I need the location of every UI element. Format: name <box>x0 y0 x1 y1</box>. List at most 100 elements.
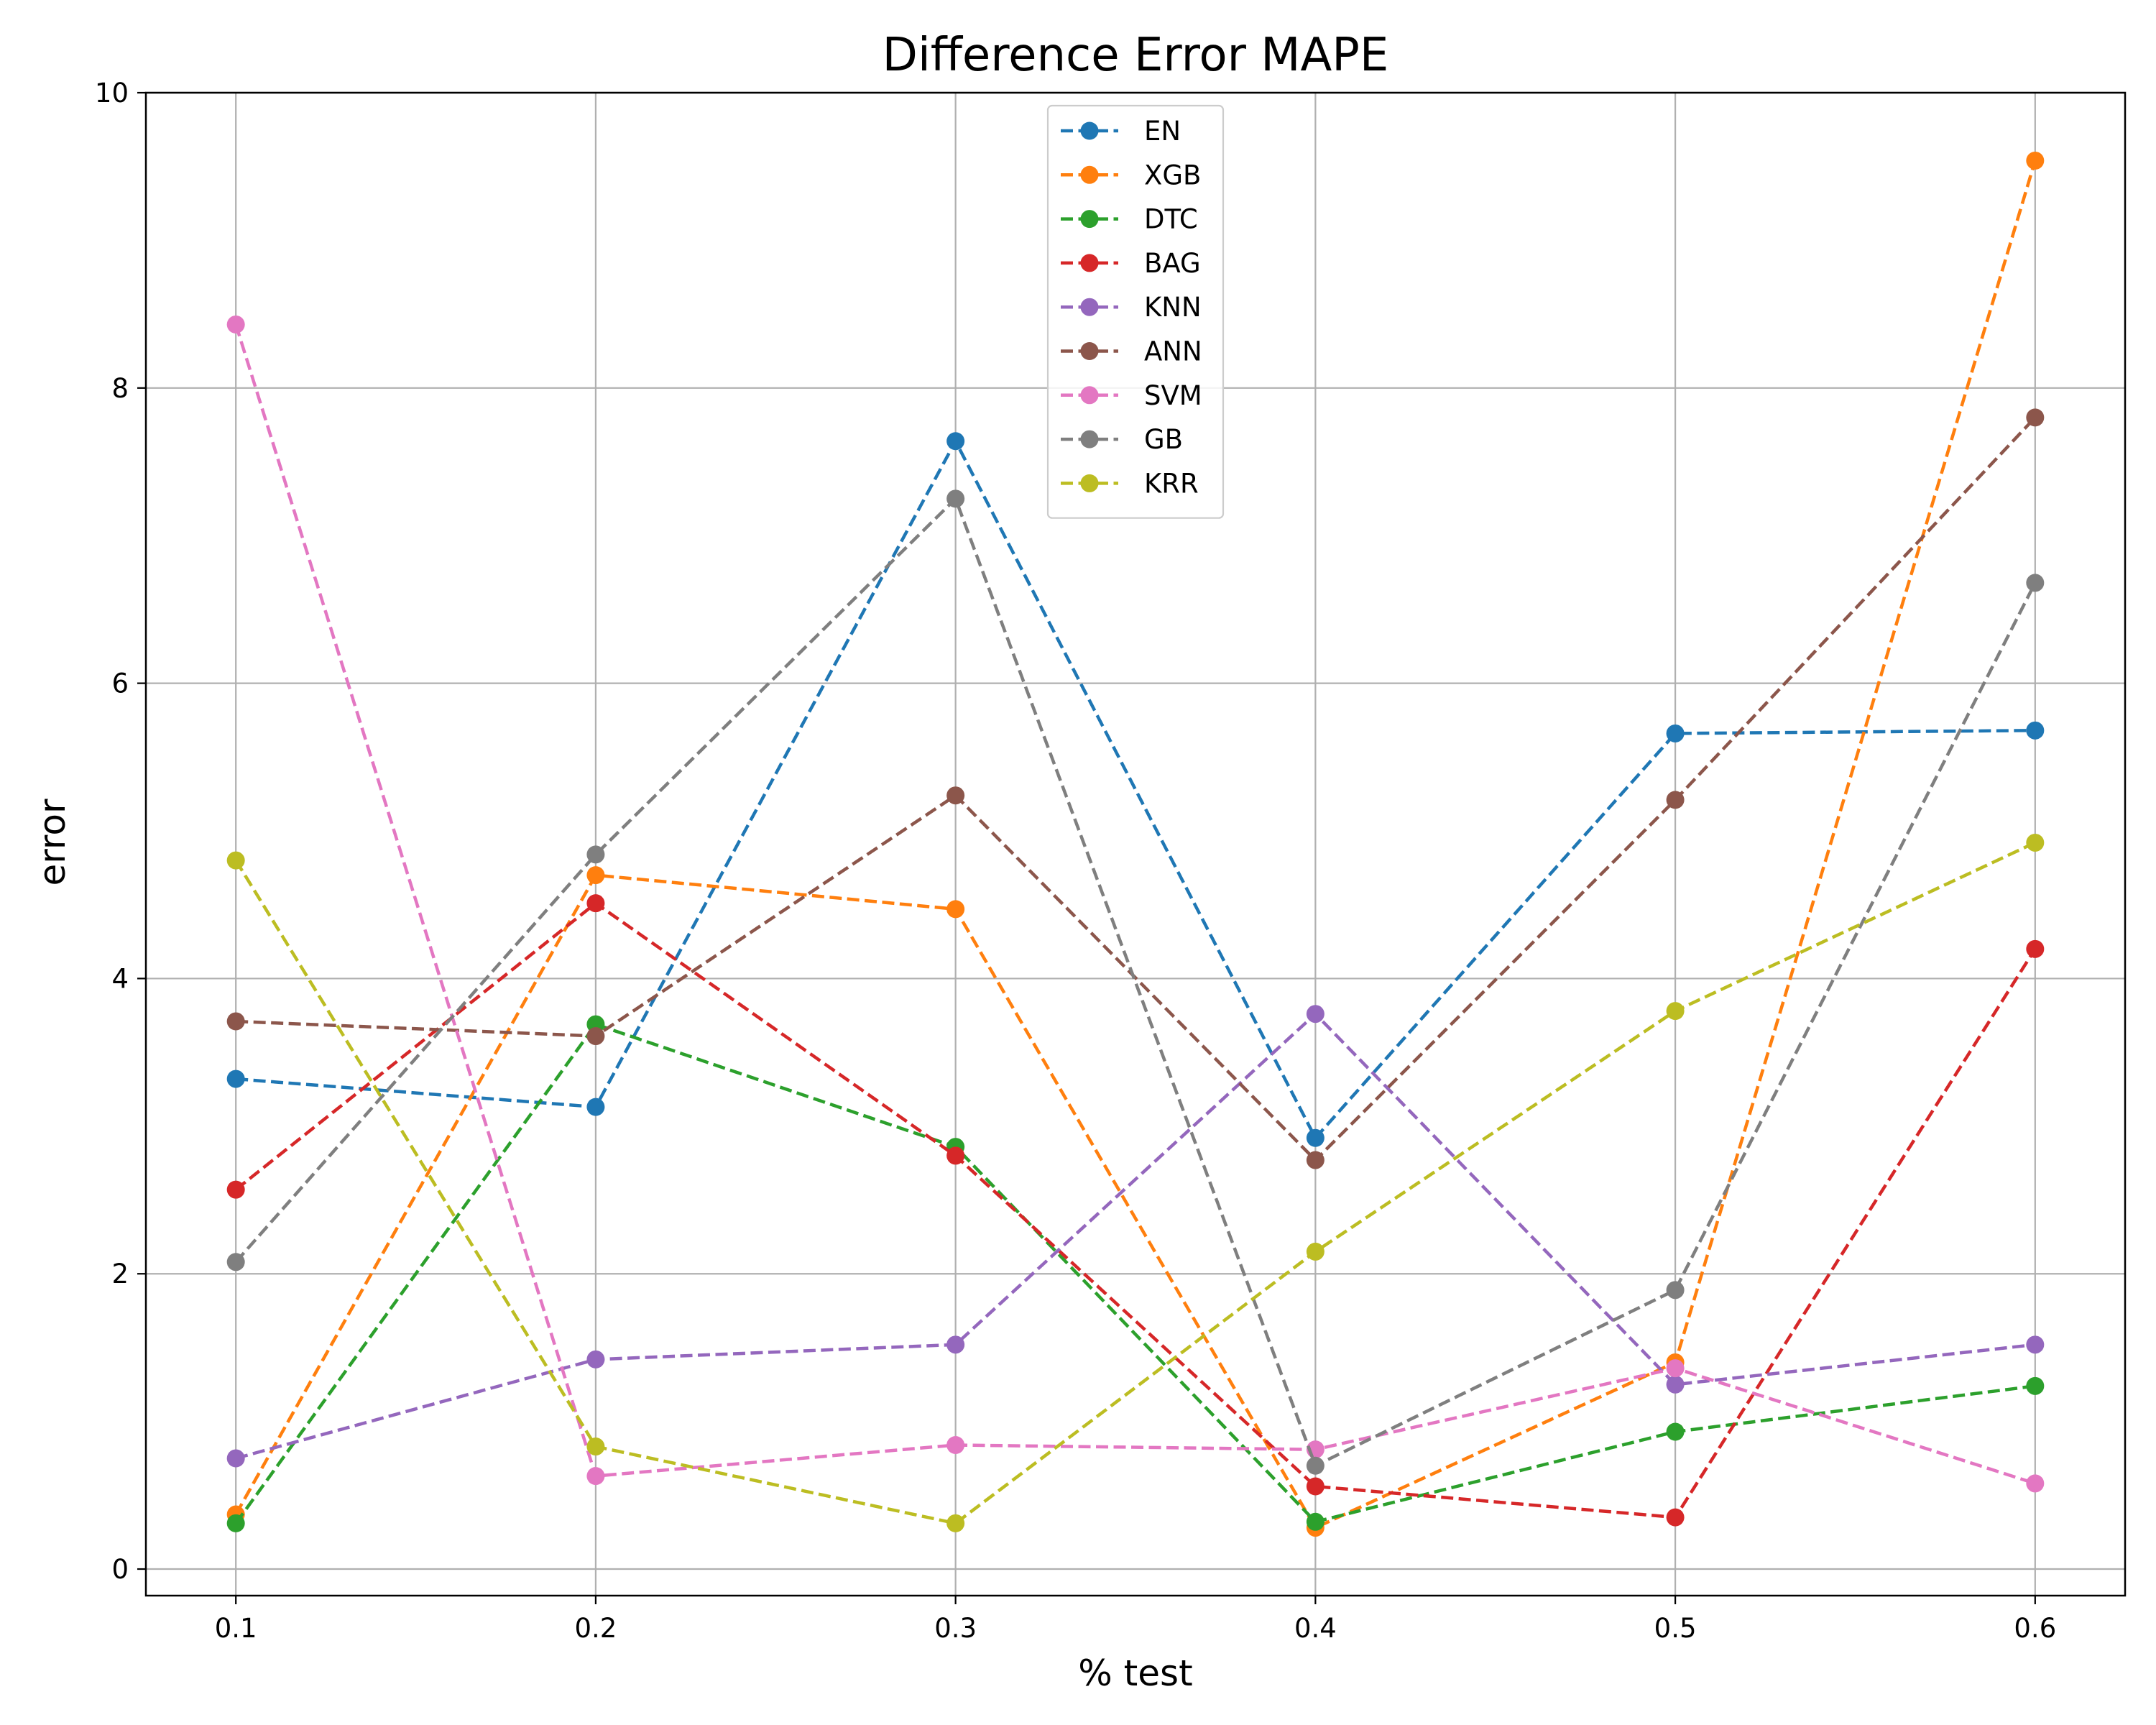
data-point-bag <box>1306 1477 1325 1496</box>
data-point-en <box>586 1098 605 1116</box>
legend-label-svm: SVM <box>1144 380 1202 411</box>
legend-item-dtc: DTC <box>1061 204 1198 235</box>
legend: EN XGB DTC BAG KNN ANN SVM GB KRR <box>1046 104 1225 519</box>
series-line-knn <box>235 1012 2036 1460</box>
series-krr <box>226 833 2045 1532</box>
legend-label-knn: KNN <box>1144 292 1202 323</box>
data-point-krr <box>1306 1242 1325 1261</box>
legend-item-ann: ANN <box>1061 336 1202 367</box>
data-point-svm <box>946 1435 965 1454</box>
data-point-knn <box>2026 1335 2045 1354</box>
data-point-svm <box>2026 1474 2045 1493</box>
legend-item-krr: KRR <box>1061 468 1199 499</box>
x-tick-label: 0.5 <box>1654 1613 1697 1644</box>
data-point-krr <box>2026 833 2045 852</box>
y-tick-label: 6 <box>111 668 129 699</box>
data-point-gb <box>586 845 605 864</box>
chart-title: Difference Error MAPE <box>883 29 1389 82</box>
series-bag <box>226 894 2045 1527</box>
data-point-knn <box>1666 1375 1685 1394</box>
data-point-dtc <box>1666 1422 1685 1441</box>
data-point-gb <box>2026 574 2045 592</box>
legend-item-bag: BAG <box>1061 248 1201 279</box>
x-tick-label: 0.1 <box>215 1613 257 1644</box>
series-svm <box>226 315 2045 1493</box>
y-tick-label: 2 <box>111 1259 129 1289</box>
legend-item-gb: GB <box>1061 424 1183 455</box>
data-point-ann <box>226 1012 245 1031</box>
x-axis-label: % test <box>1078 1652 1192 1694</box>
data-point-krr <box>586 1438 605 1456</box>
data-point-gb <box>946 489 965 508</box>
series-line-krr <box>234 841 2036 1525</box>
legend-item-svm: SVM <box>1061 380 1202 411</box>
legend-item-xgb: XGB <box>1061 160 1201 190</box>
legend-marker-svm <box>1080 386 1099 405</box>
legend-label-en: EN <box>1144 116 1181 147</box>
data-point-ann <box>586 1027 605 1046</box>
data-point-gb <box>1666 1281 1685 1300</box>
data-point-svm <box>1666 1359 1685 1378</box>
series-line-en <box>236 439 2035 1140</box>
data-point-svm <box>586 1467 605 1486</box>
series-line-gb <box>234 497 2037 1468</box>
data-point-dtc <box>226 1514 245 1532</box>
data-point-krr <box>1666 1002 1685 1021</box>
series-line-svm <box>234 323 2036 1486</box>
x-tick-label: 0.2 <box>574 1613 617 1644</box>
data-point-en <box>946 432 965 451</box>
data-point-en <box>1666 724 1685 742</box>
x-tick-label: 0.3 <box>934 1613 977 1644</box>
data-point-knn <box>226 1449 245 1468</box>
data-point-knn <box>1306 1005 1325 1024</box>
series-knn <box>226 1005 2045 1468</box>
legend-label-krr: KRR <box>1144 468 1199 499</box>
legend-marker-gb <box>1080 430 1099 448</box>
legend-label-bag: BAG <box>1144 248 1201 279</box>
data-point-en <box>226 1070 245 1088</box>
data-point-bag <box>2026 939 2045 958</box>
data-point-dtc <box>1306 1512 1325 1531</box>
data-point-knn <box>586 1350 605 1368</box>
x-tick-label: 0.6 <box>2014 1613 2056 1644</box>
y-axis-label: error <box>32 799 73 886</box>
data-point-ann <box>2026 408 2045 427</box>
legend-marker-bag <box>1080 254 1099 272</box>
legend-item-en: EN <box>1061 116 1181 147</box>
data-point-bag <box>946 1146 965 1165</box>
plot-frame <box>144 91 2127 1597</box>
legend-label-ann: ANN <box>1144 336 1202 367</box>
y-axis-ticks: 0 2 4 6 8 10 <box>95 78 146 1585</box>
legend-item-knn: KNN <box>1061 292 1202 323</box>
data-point-xgb <box>586 866 605 885</box>
legend-frame <box>1046 104 1225 519</box>
data-point-knn <box>946 1335 965 1354</box>
legend-marker-krr <box>1080 474 1099 492</box>
x-tick-label: 0.4 <box>1294 1613 1337 1644</box>
data-point-ann <box>946 786 965 805</box>
y-tick-label: 4 <box>111 963 129 994</box>
data-point-krr <box>946 1514 965 1532</box>
legend-marker-knn <box>1080 298 1099 316</box>
series-lines <box>226 151 2045 1537</box>
data-point-krr <box>226 851 245 870</box>
legend-label-dtc: DTC <box>1144 204 1198 235</box>
data-point-en <box>2026 721 2045 740</box>
data-point-dtc <box>2026 1376 2045 1395</box>
y-tick-label: 0 <box>111 1554 129 1585</box>
data-point-ann <box>1306 1151 1325 1169</box>
series-en <box>226 432 2045 1147</box>
legend-marker-en <box>1080 121 1099 140</box>
data-point-bag <box>586 894 605 913</box>
data-point-bag <box>1666 1508 1685 1527</box>
data-point-svm <box>226 315 245 334</box>
data-point-en <box>1306 1128 1325 1147</box>
legend-label-gb: GB <box>1144 424 1183 455</box>
data-point-gb <box>1306 1456 1325 1475</box>
data-point-gb <box>226 1253 245 1271</box>
data-point-xgb <box>946 900 965 919</box>
y-tick-label: 10 <box>95 78 129 109</box>
legend-marker-ann <box>1080 342 1099 360</box>
data-point-ann <box>1666 791 1685 809</box>
